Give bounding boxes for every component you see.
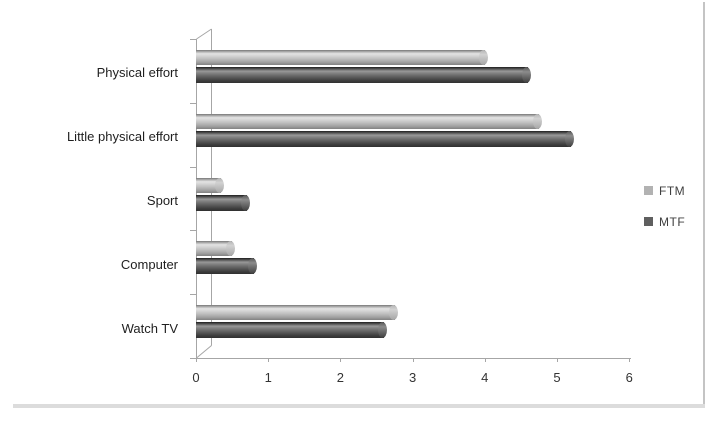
top-depth-edge <box>196 28 212 40</box>
legend-item-mtf: MTF <box>644 214 686 229</box>
bar-mtf-sport <box>196 194 250 211</box>
bar-mtf-little-physical-effort <box>196 130 575 147</box>
value-axis-tick-label: 0 <box>192 370 200 385</box>
bar-end-cap <box>478 50 488 65</box>
value-axis-tick <box>268 358 270 362</box>
legend-item-ftm: FTM <box>644 183 686 198</box>
category-axis-tick <box>190 294 196 296</box>
category-axis-tick <box>190 166 196 168</box>
category-label: Little physical effort <box>66 129 178 145</box>
value-axis-tick <box>557 358 558 362</box>
legend-swatch-icon <box>644 186 653 195</box>
bar-end-cap <box>377 322 387 339</box>
bar-end-cap <box>532 113 542 129</box>
value-axis-tick <box>629 358 631 362</box>
category-axis-tick <box>190 358 196 359</box>
legend-swatch-icon <box>644 217 653 226</box>
bar-ftm-little-physical-effort <box>196 113 542 129</box>
bar-end-cap <box>226 241 236 257</box>
category-axis-tick <box>190 102 196 104</box>
category-label: Physical effort <box>96 65 178 81</box>
bar-ftm-physical-effort <box>196 50 488 65</box>
floor-depth-edge <box>196 345 212 359</box>
value-axis-tick-label: 2 <box>336 370 344 385</box>
bar-end-cap <box>247 258 257 275</box>
value-axis-tick-label: 6 <box>625 370 633 385</box>
category-label: Watch TV <box>121 320 178 336</box>
chart-border-bottom <box>13 404 705 408</box>
bar-ftm-watch-tv <box>196 305 398 321</box>
bar-end-cap <box>565 130 575 147</box>
bar-ftm-computer <box>196 241 236 257</box>
category-label: Sport <box>146 193 178 208</box>
bar-ftm-sport <box>196 177 225 193</box>
value-axis-tick-label: 5 <box>553 370 561 385</box>
bar-mtf-watch-tv <box>196 322 387 339</box>
value-axis-tick <box>412 358 414 362</box>
bar-end-cap <box>388 305 398 321</box>
bar-mtf-computer <box>196 258 257 275</box>
bar-end-cap <box>240 194 250 211</box>
value-axis-tick <box>340 358 342 362</box>
value-axis-tick <box>484 358 486 362</box>
value-axis-tick-label: 3 <box>408 370 417 385</box>
value-axis-tick-label: 1 <box>264 370 272 385</box>
bar-mtf-physical-effort <box>196 67 532 83</box>
category-axis-tick <box>190 230 196 232</box>
bar-end-cap <box>522 67 532 83</box>
legend-label: MTF <box>659 214 686 229</box>
legend-label: FTM <box>659 183 686 198</box>
value-axis-tick <box>196 358 197 362</box>
value-axis-tick-label: 4 <box>481 370 489 385</box>
category-label: Computer <box>120 256 178 272</box>
category-axis-tick <box>190 39 196 40</box>
chart-border-right <box>703 2 705 406</box>
bar-end-cap <box>215 177 225 193</box>
